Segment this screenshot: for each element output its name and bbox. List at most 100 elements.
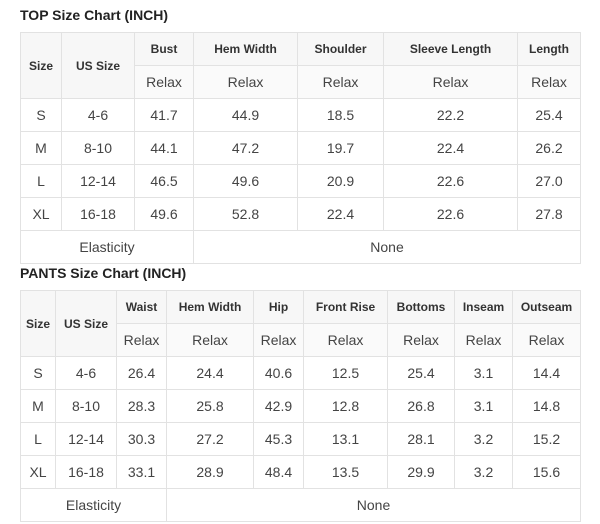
table-cell: 52.8 bbox=[193, 197, 298, 231]
column-header: Inseam bbox=[454, 290, 513, 324]
table-cell: 3.1 bbox=[454, 389, 513, 423]
top-size-table: Size US Size Bust Hem Width Shoulder Sleeve L… bbox=[20, 32, 581, 264]
relax-subheader: Relax bbox=[116, 323, 167, 357]
relax-subheader: Relax bbox=[166, 323, 254, 357]
table-cell: 28.3 bbox=[116, 389, 167, 423]
table-row: S 4-6 41.7 44.9 18.5 22.2 25.4 bbox=[20, 98, 581, 132]
table-cell: 18.5 bbox=[297, 98, 384, 132]
column-header: Bottoms bbox=[387, 290, 455, 324]
table-cell: 47.2 bbox=[193, 131, 298, 165]
table-cell: 3.2 bbox=[454, 455, 513, 489]
table-cell: 49.6 bbox=[134, 197, 194, 231]
pants-chart-title: PANTS Size Chart (INCH) bbox=[20, 265, 187, 281]
table-cell: L bbox=[20, 164, 62, 198]
table-cell: 22.6 bbox=[383, 164, 518, 198]
table-cell: 25.4 bbox=[387, 356, 455, 390]
table-cell: 20.9 bbox=[297, 164, 384, 198]
column-header: Bust bbox=[134, 32, 194, 66]
table-row: M 8-10 44.1 47.2 19.7 22.4 26.2 bbox=[20, 131, 581, 165]
relax-subheader: Relax bbox=[297, 65, 384, 99]
table-cell: 8-10 bbox=[55, 389, 117, 423]
table-cell: 22.4 bbox=[383, 131, 518, 165]
column-header: Hem Width bbox=[166, 290, 254, 324]
table-cell: 33.1 bbox=[116, 455, 167, 489]
pants-size-table: Size US Size Waist Hem Width Hip Front Rise Bo… bbox=[20, 290, 581, 522]
table-cell: 27.0 bbox=[517, 164, 581, 198]
table-cell: 13.1 bbox=[303, 422, 388, 456]
table-cell: 44.9 bbox=[193, 98, 298, 132]
column-header: Length bbox=[517, 32, 581, 66]
table-cell: 29.9 bbox=[387, 455, 455, 489]
relax-subheader: Relax bbox=[383, 65, 518, 99]
table-cell: 42.9 bbox=[253, 389, 304, 423]
table-cell: 22.4 bbox=[297, 197, 384, 231]
table-cell: 4-6 bbox=[55, 356, 117, 390]
table-cell: 15.6 bbox=[512, 455, 581, 489]
table-cell: 4-6 bbox=[61, 98, 135, 132]
table-cell: 14.8 bbox=[512, 389, 581, 423]
column-header: Hem Width bbox=[193, 32, 298, 66]
table-cell: 26.4 bbox=[116, 356, 167, 390]
table-cell: 24.4 bbox=[166, 356, 254, 390]
relax-subheader: Relax bbox=[512, 323, 581, 357]
relax-subheader: Relax bbox=[134, 65, 194, 99]
table-cell: 12-14 bbox=[61, 164, 135, 198]
table-cell: 40.6 bbox=[253, 356, 304, 390]
table-cell: 26.2 bbox=[517, 131, 581, 165]
relax-subheader: Relax bbox=[454, 323, 513, 357]
table-cell: 22.6 bbox=[383, 197, 518, 231]
us-size-header: US Size bbox=[61, 32, 135, 99]
elasticity-label: Elasticity bbox=[20, 230, 194, 264]
table-cell: 13.5 bbox=[303, 455, 388, 489]
table-cell: 22.2 bbox=[383, 98, 518, 132]
table-row: L 12-14 30.3 27.2 45.3 13.1 28.1 3.2 15.2 bbox=[20, 422, 581, 456]
relax-subheader: Relax bbox=[253, 323, 304, 357]
table-cell: 30.3 bbox=[116, 422, 167, 456]
table-row: L 12-14 46.5 49.6 20.9 22.6 27.0 bbox=[20, 164, 581, 198]
elasticity-label: Elasticity bbox=[20, 488, 167, 522]
table-cell: 16-18 bbox=[55, 455, 117, 489]
table-cell: 46.5 bbox=[134, 164, 194, 198]
table-cell: XL bbox=[20, 197, 62, 231]
table-cell: L bbox=[20, 422, 56, 456]
table-cell: 25.8 bbox=[166, 389, 254, 423]
table-cell: 19.7 bbox=[297, 131, 384, 165]
table-cell: 26.8 bbox=[387, 389, 455, 423]
table-cell: 15.2 bbox=[512, 422, 581, 456]
table-cell: 45.3 bbox=[253, 422, 304, 456]
table-cell: 12-14 bbox=[55, 422, 117, 456]
column-header: Front Rise bbox=[303, 290, 388, 324]
elasticity-value: None bbox=[193, 230, 581, 264]
size-header: Size bbox=[20, 290, 56, 357]
table-cell: 28.1 bbox=[387, 422, 455, 456]
table-cell: 3.1 bbox=[454, 356, 513, 390]
table-cell: 16-18 bbox=[61, 197, 135, 231]
table-cell: M bbox=[20, 389, 56, 423]
table-row: XL 16-18 33.1 28.9 48.4 13.5 29.9 3.2 15.6 bbox=[20, 455, 581, 489]
table-cell: M bbox=[20, 131, 62, 165]
relax-subheader: Relax bbox=[517, 65, 581, 99]
table-cell: S bbox=[20, 98, 62, 132]
column-header: Waist bbox=[116, 290, 167, 324]
column-header: Sleeve Length bbox=[383, 32, 518, 66]
table-row: M 8-10 28.3 25.8 42.9 12.8 26.8 3.1 14.8 bbox=[20, 389, 581, 423]
table-cell: 27.2 bbox=[166, 422, 254, 456]
table-cell: 3.2 bbox=[454, 422, 513, 456]
table-cell: 8-10 bbox=[61, 131, 135, 165]
us-size-header: US Size bbox=[55, 290, 117, 357]
column-header: Outseam bbox=[512, 290, 581, 324]
table-cell: 25.4 bbox=[517, 98, 581, 132]
table-cell: 44.1 bbox=[134, 131, 194, 165]
size-header: Size bbox=[20, 32, 62, 99]
table-cell: 28.9 bbox=[166, 455, 254, 489]
column-header: Hip bbox=[253, 290, 304, 324]
relax-subheader: Relax bbox=[387, 323, 455, 357]
table-cell: 48.4 bbox=[253, 455, 304, 489]
table-row: S 4-6 26.4 24.4 40.6 12.5 25.4 3.1 14.4 bbox=[20, 356, 581, 390]
relax-subheader: Relax bbox=[193, 65, 298, 99]
table-cell: 12.5 bbox=[303, 356, 388, 390]
table-cell: 12.8 bbox=[303, 389, 388, 423]
table-cell: S bbox=[20, 356, 56, 390]
column-header: Shoulder bbox=[297, 32, 384, 66]
table-cell: XL bbox=[20, 455, 56, 489]
